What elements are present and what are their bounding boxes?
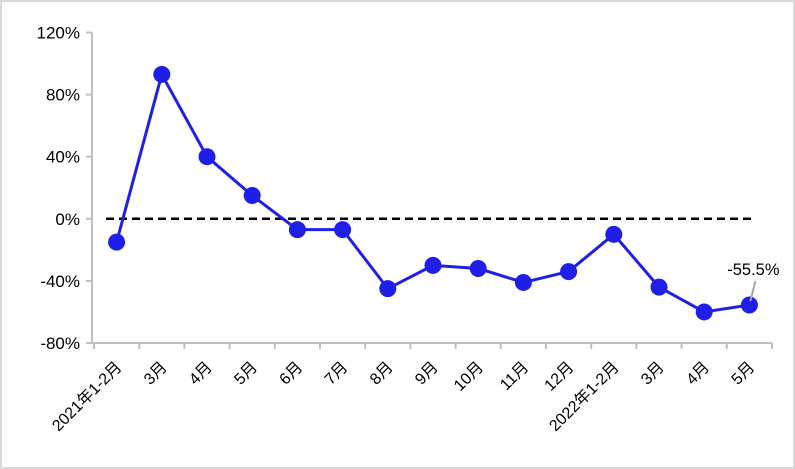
- data-point: [334, 221, 352, 239]
- x-axis-category-label: 5月: [729, 359, 759, 389]
- data-line: [115, 72, 750, 314]
- data-point: [198, 148, 216, 166]
- data-point: [740, 296, 758, 314]
- x-axis-category-label: 7月: [322, 359, 352, 389]
- data-point: [560, 263, 578, 281]
- x-axis-category-label: 5月: [231, 359, 261, 389]
- y-axis-tick-label: 80%: [46, 86, 80, 105]
- data-point: [379, 280, 397, 298]
- annotation-label: -55.5%: [727, 261, 780, 279]
- data-point: [514, 273, 532, 291]
- x-axis-category-label: 12月: [541, 359, 577, 395]
- data-point: [288, 221, 306, 239]
- x-axis-category-label: 8月: [367, 359, 397, 389]
- x-axis-category-label: 6月: [277, 359, 307, 389]
- y-axis-tick-label: -40%: [40, 272, 80, 291]
- x-axis-category-label: 3月: [141, 359, 171, 389]
- x-axis-category-label: 4月: [186, 359, 216, 389]
- data-point: [695, 303, 713, 321]
- y-axis-tick-label: 0%: [55, 210, 80, 229]
- x-axis-category-label: 10月: [451, 359, 487, 395]
- data-point: [469, 259, 487, 277]
- x-axis-category-label: 4月: [683, 359, 713, 389]
- data-point: [243, 187, 261, 205]
- data-point: [153, 65, 171, 83]
- y-axis-tick-label: 40%: [46, 148, 80, 167]
- annotation-leader-line: [749, 280, 757, 302]
- y-axis-tick-label: 120%: [37, 24, 80, 43]
- x-axis-category-label: 9月: [412, 359, 442, 389]
- x-axis-category-label: 2021年1-2月: [49, 358, 126, 435]
- data-point: [605, 225, 623, 243]
- data-point: [650, 278, 668, 296]
- data-point: [424, 256, 442, 274]
- x-axis-category-label: 3月: [638, 359, 668, 389]
- data-point: [108, 233, 126, 251]
- y-axis-tick-label: -80%: [40, 334, 80, 353]
- x-axis-category-label: 11月: [497, 359, 532, 394]
